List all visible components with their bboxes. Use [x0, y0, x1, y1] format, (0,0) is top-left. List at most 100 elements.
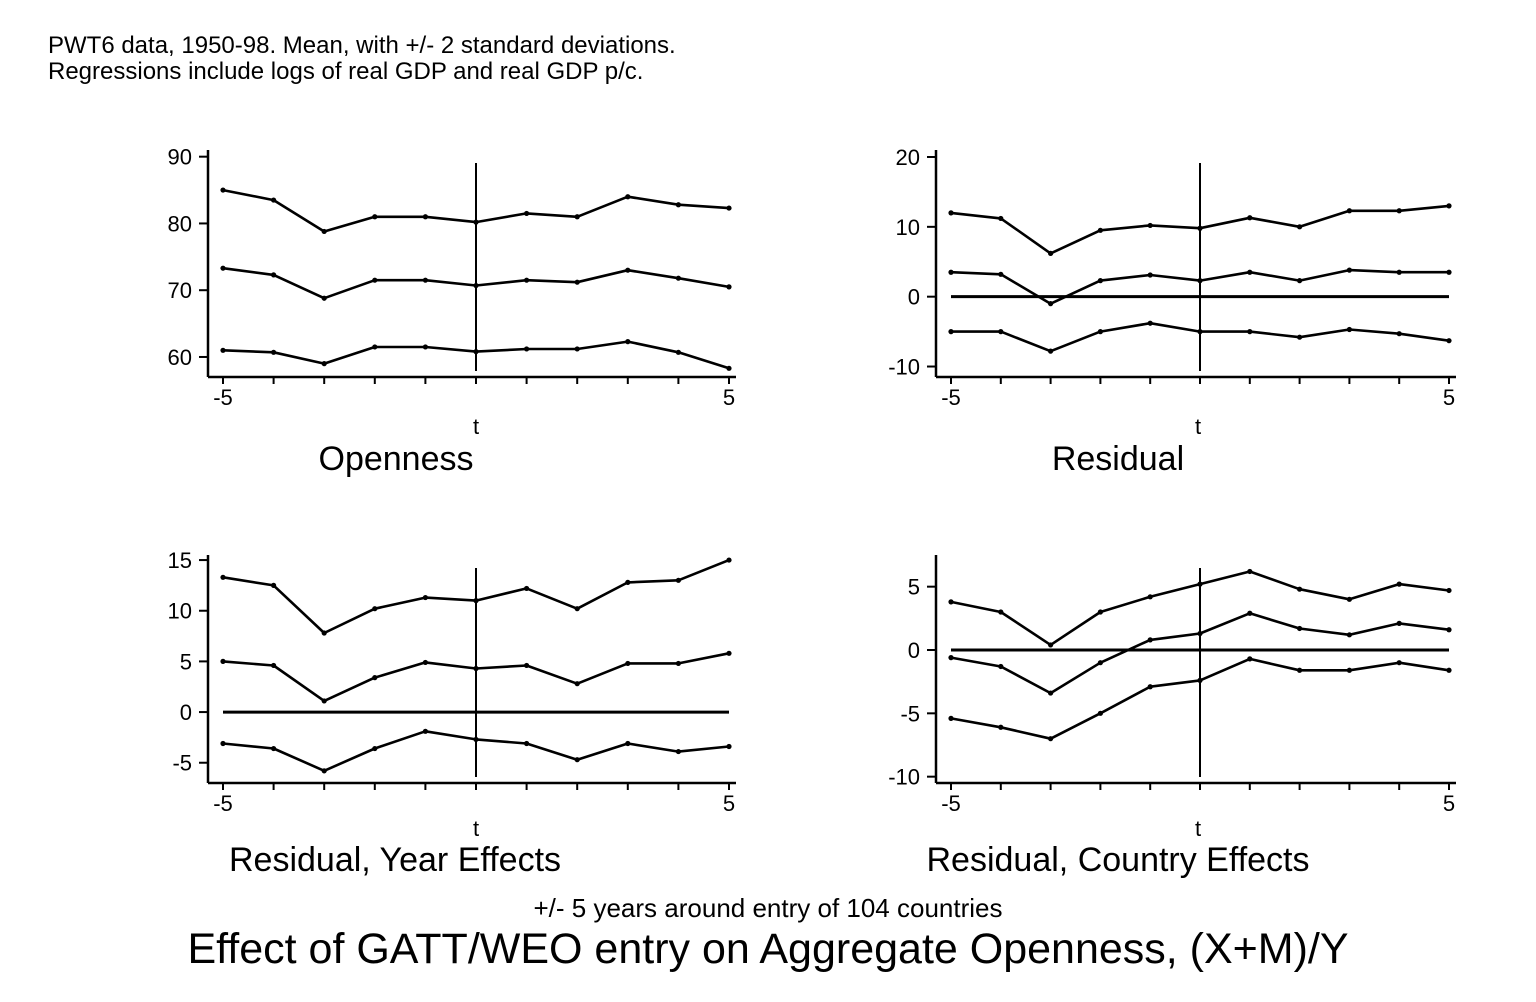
data-point-upper	[675, 577, 682, 583]
y-tick-label: -10	[888, 765, 920, 790]
data-point-lower	[1147, 320, 1153, 326]
data-point-upper	[1346, 208, 1352, 214]
y-tick-label: -5	[172, 751, 192, 776]
data-point-upper	[948, 210, 954, 216]
data-point-upper	[422, 594, 428, 601]
data-point-lower	[1396, 331, 1402, 337]
y-tick-label: 15	[168, 548, 192, 573]
data-point-upper	[473, 219, 479, 225]
chart-residual: -10 0 10 20 -5 5 t Residual	[888, 145, 1456, 478]
data-point-mean	[1396, 269, 1402, 275]
y-tick-label: 5	[908, 575, 920, 600]
panel-title: Residual, Country Effects	[927, 841, 1310, 879]
data-point-mean	[321, 295, 327, 301]
data-point-lower	[372, 745, 378, 752]
x-tick-label: -5	[213, 385, 233, 410]
data-point-mean	[1097, 660, 1103, 666]
data-point-lower	[998, 329, 1004, 335]
y-tick-label: 5	[180, 649, 192, 674]
data-point-upper	[1097, 609, 1103, 615]
regression-note: Regressions include logs of real GDP and…	[48, 58, 644, 85]
y-tick-label: 80	[168, 211, 192, 236]
data-point-mean	[675, 660, 682, 667]
data-point-mean	[1247, 610, 1253, 616]
data-point-upper	[726, 205, 732, 211]
data-point-lower	[220, 740, 226, 747]
data-point-lower	[1147, 684, 1153, 690]
data-point-mean	[372, 277, 378, 283]
data-point-mean	[220, 265, 226, 271]
data-point-lower	[726, 743, 732, 750]
data-point-mean	[321, 698, 327, 704]
data-point-upper	[271, 197, 277, 203]
y-tick-label: 70	[168, 278, 192, 303]
data-point-lower	[1048, 348, 1054, 354]
data-point-upper	[574, 606, 580, 612]
y-tick-label: 0	[908, 638, 920, 663]
data-point-upper	[1097, 227, 1103, 233]
data-point-upper	[1048, 250, 1054, 256]
data-point-mean	[1197, 630, 1203, 637]
data-point-lower	[1297, 667, 1303, 673]
data-point-upper	[1197, 225, 1203, 231]
data-point-mean	[675, 275, 682, 281]
data-point-mean	[998, 663, 1004, 670]
data-point-mean	[998, 271, 1004, 277]
data-point-upper	[1197, 581, 1203, 587]
data-point-mean	[1446, 627, 1452, 633]
x-axis-caption: +/- 5 years around entry of 104 countrie…	[533, 893, 1003, 923]
data-point-lower	[1346, 667, 1352, 673]
data-point-upper	[372, 606, 378, 612]
data-point-mean	[372, 675, 378, 681]
x-tick-label: 5	[1443, 791, 1455, 816]
data-point-mean	[625, 267, 631, 273]
data-point-lower	[574, 757, 580, 763]
data-point-mean	[726, 284, 732, 290]
data-point-lower	[1297, 334, 1303, 340]
data-point-upper	[1048, 642, 1054, 648]
data-point-lower	[1247, 656, 1253, 662]
y-tick-label: -5	[900, 701, 920, 726]
data-point-mean	[948, 269, 954, 275]
panel-title: Residual, Year Effects	[229, 841, 561, 879]
data-point-upper	[625, 194, 631, 200]
data-point-mean	[1048, 690, 1054, 696]
data-point-upper	[1247, 568, 1253, 575]
data-point-mean	[1247, 269, 1253, 275]
x-tick-label: -5	[213, 791, 233, 816]
panel-title: Residual	[1052, 440, 1184, 478]
figure-title: Effect of GATT/WEO entry on Aggregate Op…	[187, 925, 1349, 973]
data-point-mean	[422, 659, 428, 666]
data-point-upper	[422, 214, 428, 220]
data-point-lower	[675, 349, 682, 355]
data-point-upper	[524, 585, 530, 592]
data-point-lower	[1446, 667, 1452, 673]
data-point-upper	[1297, 224, 1303, 230]
data-point-lower	[220, 347, 226, 353]
x-axis-label: t	[473, 414, 479, 439]
data-point-upper	[524, 210, 530, 217]
x-tick-label: -5	[941, 385, 961, 410]
data-point-lower	[1446, 338, 1452, 344]
data-point-lower	[948, 329, 954, 335]
data-point-upper	[1247, 215, 1253, 221]
data-point-mean	[220, 658, 226, 665]
data-point-mean	[1346, 267, 1352, 273]
y-tick-label: 90	[168, 145, 192, 170]
data-point-mean	[1147, 637, 1153, 643]
data-point-upper	[574, 214, 580, 220]
data-point-lower	[1048, 736, 1054, 742]
data-point-lower	[473, 736, 479, 743]
data-point-mean	[1446, 269, 1452, 275]
data-point-lower	[1346, 326, 1352, 333]
data-point-lower	[372, 344, 378, 350]
x-axis-label: t	[1195, 414, 1201, 439]
data-point-upper	[220, 574, 226, 580]
data-point-lower	[1097, 329, 1103, 335]
data-point-lower	[1097, 710, 1103, 716]
x-tick-label: 5	[723, 791, 735, 816]
